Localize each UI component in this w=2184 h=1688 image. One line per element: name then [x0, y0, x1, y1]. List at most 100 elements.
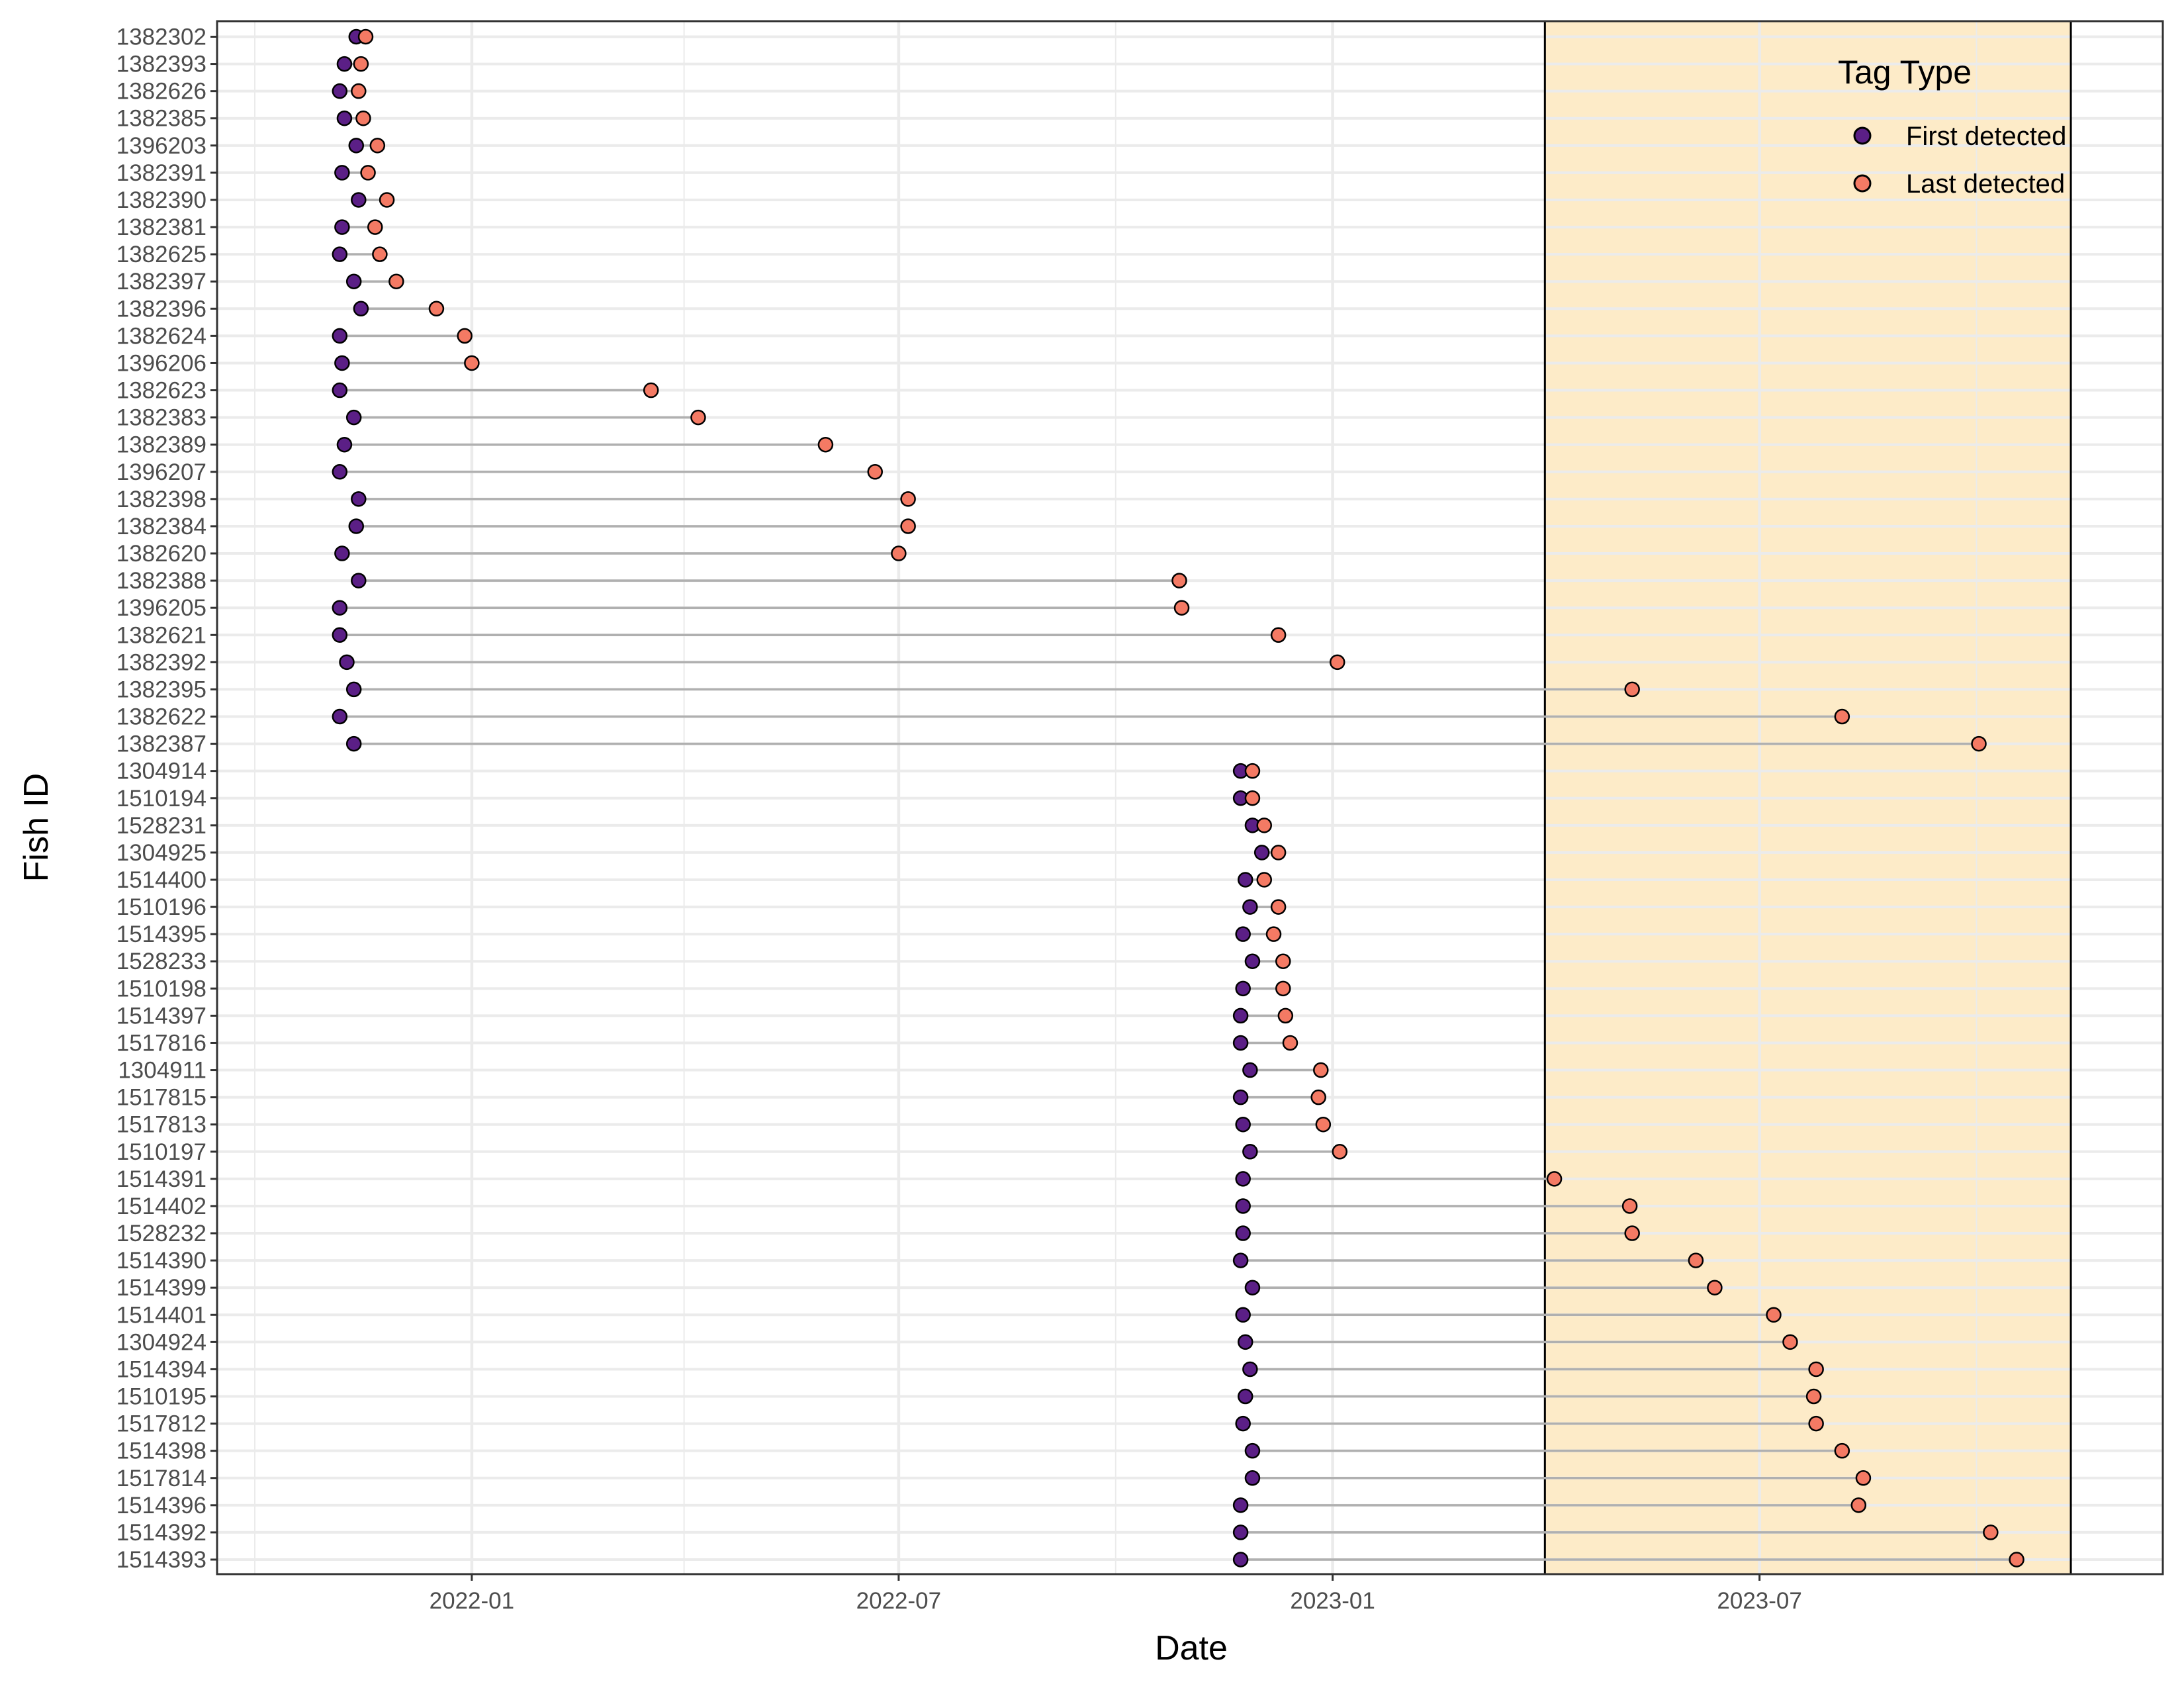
first-detected-point: [1237, 872, 1253, 888]
first-detected-point: [336, 56, 353, 72]
last-detected-point: [1808, 1361, 1824, 1378]
legend-key-first-detected: [1853, 126, 1872, 145]
y-tick-label: 1304924: [116, 1329, 206, 1355]
y-tick-label: 1514393: [116, 1547, 206, 1573]
x-tick-label: 2023-01: [1290, 1588, 1375, 1614]
last-detected-point: [1332, 1144, 1348, 1160]
y-tick-label: 1514397: [116, 1003, 206, 1029]
y-tick-label: 1382388: [116, 568, 206, 594]
last-detected-point: [357, 28, 374, 45]
y-tick-label: 1510196: [116, 894, 206, 920]
y-tick-label: 1382392: [116, 649, 206, 675]
y-tick-label: 1528231: [116, 813, 206, 839]
first-detected-point: [332, 464, 348, 480]
first-detected-point: [1244, 1280, 1261, 1295]
y-tick-label: 1382396: [116, 296, 206, 322]
first-detected-point: [1242, 1062, 1258, 1078]
last-detected-point: [1270, 899, 1287, 915]
first-detected-point: [351, 491, 367, 507]
first-detected-point: [332, 627, 348, 643]
first-detected-point: [332, 382, 348, 399]
last-detected-point: [867, 464, 884, 480]
first-detected-point: [345, 681, 362, 698]
y-tick-label: 1304911: [118, 1058, 206, 1084]
y-tick-label: 1396203: [116, 133, 206, 159]
first-detected-point: [1253, 845, 1270, 861]
y-tick-label: 1514399: [116, 1275, 206, 1301]
last-detected-point: [1265, 926, 1282, 942]
last-detected-point: [367, 219, 383, 235]
first-detected-point: [1232, 1524, 1249, 1540]
first-detected-point: [334, 219, 350, 235]
last-detected-point: [1256, 872, 1273, 888]
first-detected-point: [1232, 1008, 1249, 1024]
first-detected-point: [345, 735, 362, 752]
last-detected-point: [369, 138, 386, 154]
first-detected-point: [1244, 1470, 1261, 1486]
first-detected-point: [334, 355, 350, 371]
last-detected-point: [900, 491, 916, 507]
first-detected-point: [348, 138, 365, 154]
y-tick-label: 1382387: [116, 731, 206, 757]
first-detected-point: [1232, 1252, 1249, 1268]
first-detected-point: [351, 573, 367, 588]
last-detected-point: [457, 328, 473, 344]
first-detected-point: [334, 545, 350, 561]
y-tick-label: 1382390: [116, 187, 206, 213]
first-detected-point: [1235, 980, 1251, 997]
y-axis-ticks: 1382302138239313826261382385139620313823…: [116, 24, 217, 1573]
first-detected-point: [1242, 1361, 1258, 1378]
y-tick-label: 1528232: [116, 1221, 206, 1246]
last-detected-point: [1624, 1225, 1640, 1241]
first-detected-point: [1242, 899, 1258, 915]
y-tick-label: 1517813: [116, 1112, 206, 1138]
last-detected-point: [2009, 1552, 2025, 1568]
last-detected-point: [1275, 953, 1291, 969]
last-detected-point: [1834, 1442, 1850, 1459]
first-detected-point: [334, 165, 350, 181]
first-detected-point: [1244, 1442, 1261, 1459]
first-detected-point: [345, 273, 362, 289]
y-tick-label: 1510198: [116, 976, 206, 1002]
y-tick-label: 1382624: [116, 323, 206, 349]
first-detected-point: [353, 301, 369, 317]
y-tick-label: 1514401: [116, 1302, 206, 1328]
y-tick-label: 1382389: [116, 432, 206, 458]
last-detected-point: [379, 192, 395, 208]
last-detected-point: [1805, 1388, 1822, 1405]
last-detected-point: [1766, 1307, 1782, 1323]
y-tick-label: 1514402: [116, 1194, 206, 1219]
x-tick-label: 2022-07: [856, 1588, 941, 1614]
last-detected-point: [1270, 845, 1287, 861]
y-tick-label: 1382398: [116, 487, 206, 512]
first-detected-point: [1242, 1144, 1258, 1160]
first-detected-point: [1235, 1307, 1251, 1323]
y-tick-label: 1382622: [116, 704, 206, 730]
last-detected-point: [1855, 1470, 1872, 1486]
last-detected-point: [1624, 681, 1640, 698]
y-tick-label: 1304925: [116, 840, 206, 866]
y-tick-label: 1304914: [116, 759, 206, 784]
y-tick-label: 1382383: [116, 405, 206, 431]
last-detected-point: [1546, 1171, 1563, 1187]
first-detected-point: [336, 110, 353, 126]
last-detected-point: [1256, 818, 1273, 833]
y-tick-label: 1510197: [116, 1139, 206, 1165]
legend: Tag Type First detected Last detected: [1838, 54, 2066, 199]
y-tick-label: 1382384: [116, 514, 206, 539]
y-tick-label: 1514390: [116, 1248, 206, 1274]
first-detected-point: [1244, 953, 1261, 969]
last-detected-point: [1282, 1035, 1298, 1051]
y-tick-label: 1382625: [116, 242, 206, 267]
y-tick-label: 1382623: [116, 378, 206, 404]
last-detected-point: [1310, 1089, 1326, 1105]
last-detected-point: [428, 301, 445, 317]
y-tick-label: 1517814: [116, 1466, 206, 1491]
last-detected-point: [1850, 1497, 1867, 1513]
last-detected-point: [643, 382, 659, 399]
y-tick-label: 1396205: [116, 595, 206, 621]
first-detected-point: [1235, 1116, 1251, 1133]
y-tick-label: 1514394: [116, 1356, 206, 1382]
y-tick-label: 1382395: [116, 677, 206, 702]
first-detected-point: [1232, 1035, 1249, 1051]
